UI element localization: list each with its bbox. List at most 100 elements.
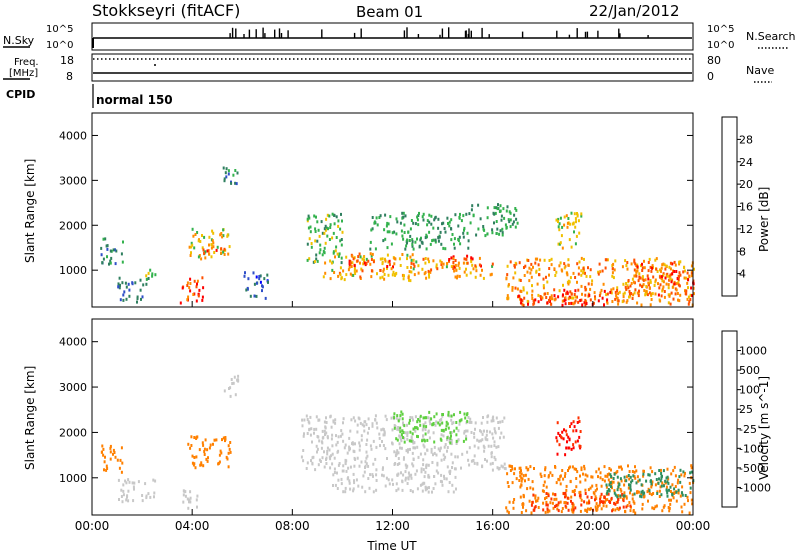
echo-cell	[482, 276, 485, 280]
echo-cell	[624, 479, 627, 483]
echo-cell	[578, 231, 581, 235]
echo-cell	[409, 430, 412, 434]
echo-cell	[316, 220, 319, 224]
echo-cell	[578, 491, 581, 495]
echo-cell	[567, 263, 570, 267]
echo-cell	[404, 476, 407, 480]
echo-cell	[416, 445, 419, 449]
echo-cell	[580, 214, 583, 218]
echo-cell	[631, 493, 634, 497]
echo-cell	[417, 271, 420, 275]
echo-cell	[102, 453, 105, 457]
echo-cell	[556, 421, 559, 425]
echo-cell	[316, 450, 318, 454]
echo-cell	[383, 273, 386, 276]
echo-cell	[517, 294, 520, 298]
echo-cell	[641, 266, 644, 270]
echo-cell	[560, 234, 563, 238]
echo-cell	[440, 263, 443, 266]
echo-cell	[350, 265, 353, 268]
echo-cell	[539, 258, 542, 262]
echo-cell	[470, 208, 473, 212]
echo-cell	[550, 497, 553, 501]
echo-cell	[424, 428, 427, 432]
echo-cell	[491, 468, 494, 472]
echo-cell	[444, 443, 447, 446]
echo-cell	[439, 230, 442, 234]
echo-cell	[325, 421, 328, 424]
echo-cell	[440, 433, 443, 437]
x-tick-label: 20:00	[576, 519, 611, 533]
echo-cell	[438, 449, 441, 453]
echo-cell	[388, 259, 391, 263]
echo-cell	[567, 282, 570, 286]
echo-cell	[444, 455, 447, 459]
echo-cell	[313, 260, 316, 264]
echo-cell	[634, 262, 637, 266]
echo-cell	[368, 426, 370, 430]
echo-cell	[668, 488, 670, 492]
echo-cell	[414, 429, 417, 433]
echo-cell	[188, 286, 191, 290]
echo-cell	[206, 249, 209, 253]
echo-cell	[403, 436, 406, 440]
echo-cell	[323, 420, 326, 424]
echo-cell	[149, 268, 152, 272]
echo-cell	[571, 489, 574, 493]
echo-cell	[642, 472, 645, 476]
echo-cell	[344, 462, 347, 466]
echo-cell	[132, 499, 135, 503]
echo-cell	[347, 476, 350, 480]
echo-cell	[654, 483, 657, 487]
echo-cell	[598, 503, 601, 507]
echo-cell	[563, 288, 566, 292]
echo-cell	[652, 492, 655, 495]
echo-cell	[618, 483, 621, 487]
echo-cell	[584, 488, 587, 492]
echo-cell	[365, 456, 368, 460]
echo-cell	[531, 284, 533, 288]
echo-cell	[566, 225, 569, 229]
echo-cell	[683, 266, 685, 269]
echo-cell	[303, 432, 305, 436]
echo-cell	[513, 264, 516, 267]
echo-cell	[526, 291, 529, 295]
echo-cell	[380, 428, 383, 432]
echo-cell	[650, 493, 653, 497]
echo-cell	[267, 280, 269, 284]
echo-cell	[411, 432, 414, 436]
echo-cell	[317, 228, 320, 232]
echo-cell	[650, 292, 653, 296]
echo-cell	[227, 252, 230, 256]
echo-cell	[635, 264, 638, 268]
echo-cell	[513, 472, 516, 476]
echo-cell	[340, 276, 343, 280]
echo-cell	[564, 474, 566, 478]
echo-cell	[381, 275, 384, 279]
nsky-tick-bottom-right: 10^0	[707, 40, 734, 51]
echo-cell	[412, 464, 415, 468]
echo-cell	[335, 434, 337, 438]
colorbar-tick-label: 24	[739, 156, 753, 169]
echo-cell	[491, 264, 494, 268]
echo-cell	[369, 473, 372, 477]
echo-cell	[678, 475, 681, 479]
echo-cell	[330, 437, 333, 441]
echo-cell	[352, 273, 355, 277]
echo-cell	[619, 477, 622, 481]
echo-cell	[189, 254, 192, 257]
echo-cell	[212, 245, 215, 249]
echo-cell	[580, 466, 583, 470]
echo-cell	[677, 488, 680, 492]
echo-cell	[381, 257, 384, 261]
echo-cell	[604, 266, 607, 270]
echo-cell	[632, 293, 635, 297]
echo-cell	[419, 414, 422, 418]
y-tick-label: 3000	[59, 381, 87, 394]
echo-cell	[410, 261, 413, 265]
echo-cell	[408, 239, 411, 242]
echo-cell	[204, 256, 207, 260]
echo-cell	[451, 466, 453, 469]
echo-cell	[646, 274, 649, 278]
